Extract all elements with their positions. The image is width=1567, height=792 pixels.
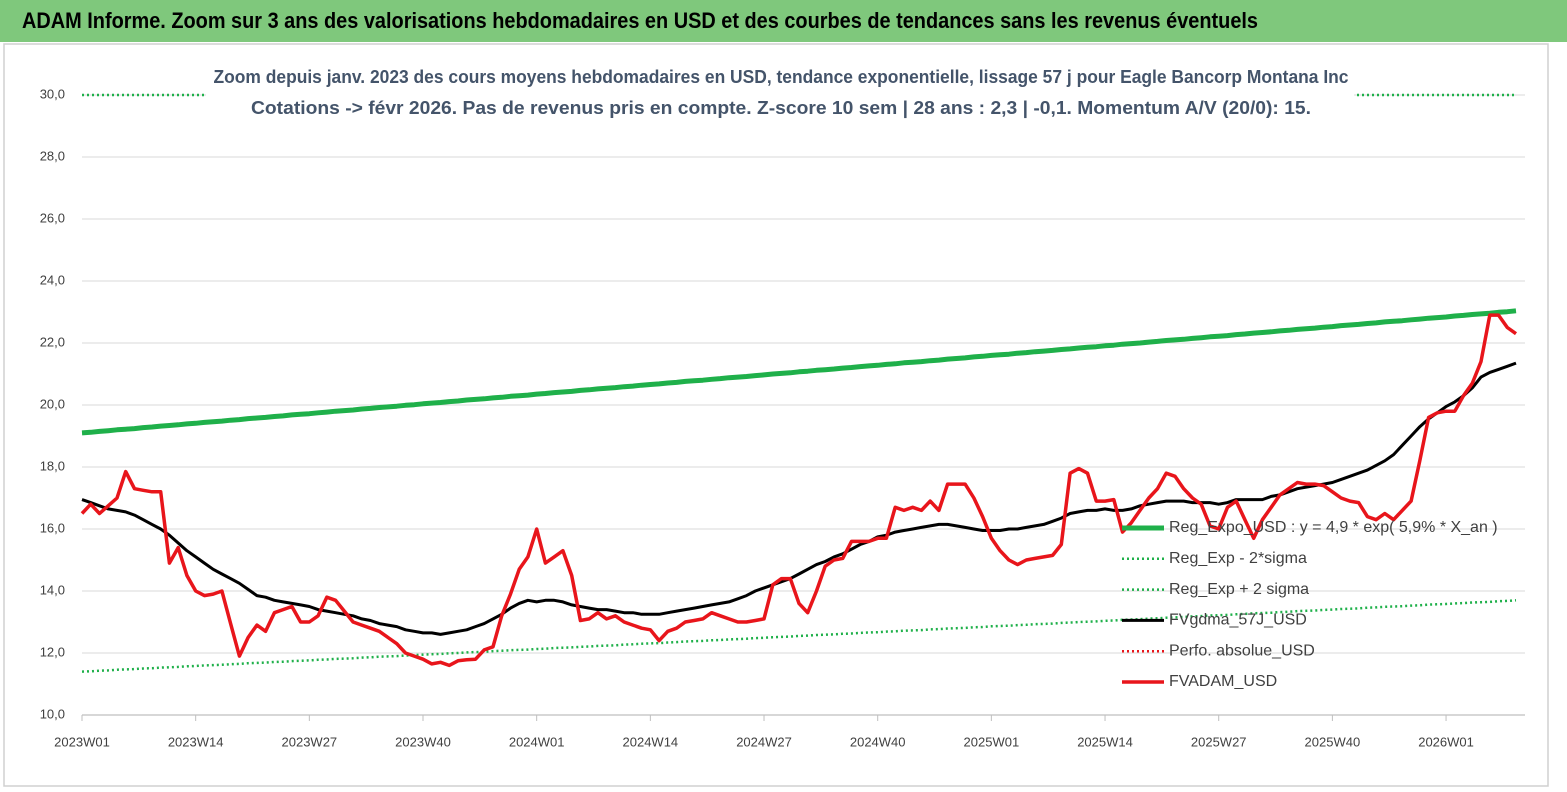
series-line [81,599,1517,673]
header-bar [0,0,1567,42]
series-line [81,308,1517,436]
y-tick-label: 28,0 [40,148,65,163]
subtitle: Cotations -> févr 2026. Pas de revenus p… [251,98,1311,118]
legend-label: Reg_Exp - 2*sigma [1169,550,1307,567]
subtitle-box [206,62,1354,124]
y-tick-label: 18,0 [40,458,65,473]
x-tick-label: 2023W14 [168,734,224,749]
x-tick-label: 2023W27 [282,734,338,749]
y-tick-label: 14,0 [40,582,65,597]
y-tick-label: 16,0 [40,520,65,535]
legend-label: Perfo. absolue_USD [1169,642,1315,659]
x-tick-label: 2025W14 [1077,734,1133,749]
y-tick-label: 10,0 [40,706,65,721]
y-tick-label: 12,0 [40,644,65,659]
y-tick-label: 26,0 [40,210,65,225]
y-tick-label: 24,0 [40,272,65,287]
x-tick-label: 2023W01 [54,734,110,749]
legend-label: Reg_Exp + 2 sigma [1169,581,1309,598]
x-tick-label: 2025W01 [964,734,1020,749]
x-tick-label: 2024W14 [623,734,679,749]
subtitle: Zoom depuis janv. 2023 des cours moyens … [214,67,1349,87]
y-tick-label: 30,0 [40,86,65,101]
x-tick-label: 2025W27 [1191,734,1247,749]
x-tick-label: 2024W01 [509,734,565,749]
chart-title: ADAM Informe. Zoom sur 3 ans des valoris… [22,8,1258,33]
legend-label: Reg_Expo_USD : y = 4,9 * exp( 5,9% * X_a… [1169,519,1498,536]
x-tick-label: 2024W27 [736,734,792,749]
y-tick-label: 20,0 [40,396,65,411]
legend-label: FVADAM_USD [1169,673,1277,690]
series-line [80,313,1518,668]
x-tick-label: 2023W40 [395,734,451,749]
y-tick-label: 22,0 [40,334,65,349]
x-tick-label: 2024W40 [850,734,906,749]
chart-frame [3,43,1549,787]
x-tick-label: 2025W40 [1305,734,1361,749]
legend-label: FVgdma_57J_USD [1169,612,1307,629]
x-tick-label: 2026W01 [1418,734,1474,749]
